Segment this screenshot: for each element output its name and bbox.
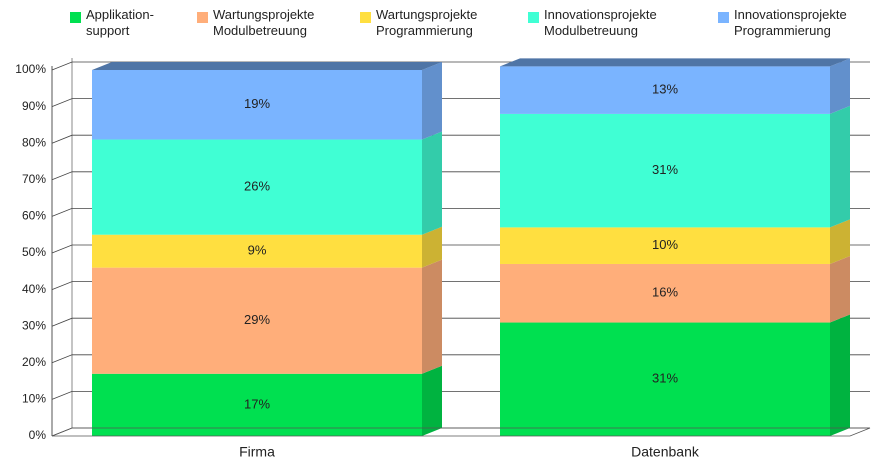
x-tick-label: Datenbank — [631, 444, 700, 460]
bar-segment — [92, 70, 422, 140]
bar-side — [422, 62, 442, 140]
bar-side — [830, 105, 850, 228]
legend-swatch — [360, 12, 371, 23]
y-tick-label: 70% — [22, 172, 46, 186]
y-tick-label: 100% — [15, 62, 46, 76]
bar-side — [422, 226, 442, 268]
bar-side — [422, 365, 442, 436]
x-tick-label: Firma — [239, 444, 275, 460]
y-tick-label: 50% — [22, 245, 46, 259]
bar-segment — [500, 113, 830, 228]
data-label: 13% — [652, 82, 678, 97]
legend-swatch — [70, 12, 81, 23]
bar-side — [422, 259, 442, 374]
legend-label: Wartungsprojekte Programmierung — [376, 7, 477, 38]
bar-top — [500, 58, 850, 67]
data-label: 9% — [248, 243, 267, 258]
y-tick-label: 30% — [22, 318, 46, 332]
bar-top — [92, 62, 442, 70]
bar-segment — [92, 234, 422, 268]
legend-label: Wartungsprojekte Modulbetreuung — [213, 7, 314, 38]
legend-label: Innovationsprojekte Programmierung — [734, 7, 847, 38]
floor — [51, 427, 871, 437]
data-label: 19% — [244, 96, 270, 111]
legend-swatch — [197, 12, 208, 23]
data-label: 31% — [652, 371, 678, 386]
data-label: 10% — [652, 237, 678, 252]
legend-label: Applikation-support — [86, 7, 154, 38]
y-tick-label: 80% — [22, 135, 46, 149]
data-label: 31% — [652, 162, 678, 177]
data-label: 29% — [244, 312, 270, 327]
bar-segment — [92, 373, 422, 436]
bar-side — [830, 255, 850, 323]
bar-segment — [500, 263, 830, 323]
y-tick-label: 20% — [22, 355, 46, 369]
y-tick-label: 10% — [22, 392, 46, 406]
data-label: 26% — [244, 179, 270, 194]
bar-segment — [92, 139, 422, 235]
legend-swatch — [718, 12, 729, 23]
bar-side — [830, 314, 850, 436]
bar-segment — [92, 267, 422, 374]
y-tick-label: 60% — [22, 209, 46, 223]
y-tick-label: 90% — [22, 99, 46, 113]
data-label: 16% — [652, 285, 678, 300]
bar-segment — [500, 322, 830, 436]
y-tick-label: 40% — [22, 282, 46, 296]
bar-side — [830, 58, 850, 114]
bar-side — [830, 219, 850, 264]
data-label: 17% — [244, 396, 270, 411]
legend-swatch — [528, 12, 539, 23]
y-tick-label: 0% — [29, 428, 47, 442]
bar-side — [422, 131, 442, 235]
legend-label: Innovationsprojekte Modulbetreuung — [544, 7, 657, 38]
bar-segment — [500, 227, 830, 264]
bar-segment — [500, 66, 830, 114]
